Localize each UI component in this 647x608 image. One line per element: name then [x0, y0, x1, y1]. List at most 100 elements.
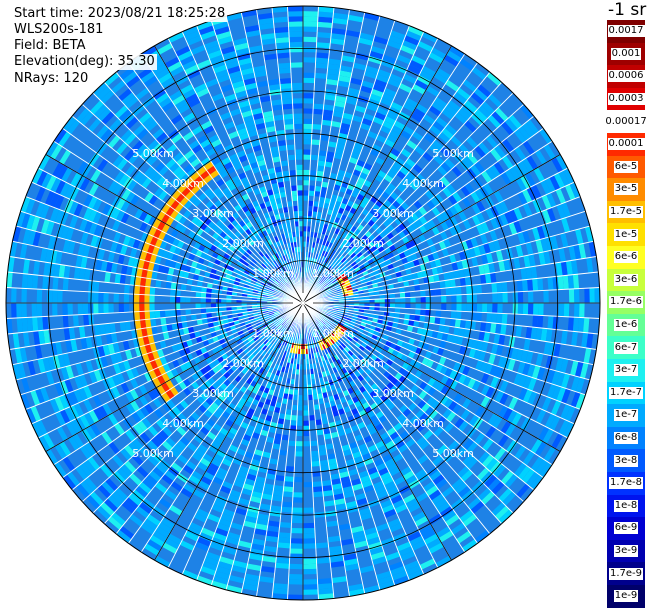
- range-gate: [476, 312, 482, 322]
- range-ring-label: 2.00km: [222, 357, 264, 370]
- range-gate: [303, 180, 309, 185]
- colorbar-tick-label: 6e-7: [614, 342, 639, 354]
- range-gate: [303, 421, 309, 426]
- range-gate: [98, 292, 103, 303]
- range-gate: [294, 124, 303, 129]
- range-gate: [441, 303, 446, 311]
- field-label: Field: BETA: [12, 38, 87, 54]
- range-gate: [283, 491, 293, 497]
- range-gate: [467, 294, 472, 303]
- range-gate: [294, 477, 303, 482]
- range-gate: [313, 104, 324, 110]
- range-gate: [278, 145, 287, 151]
- range-gate: [171, 282, 177, 289]
- center-marker: [293, 293, 313, 313]
- colorbar-tick-label: 6e-9: [614, 522, 639, 534]
- range-gate: [466, 285, 472, 294]
- range-gate: [139, 294, 144, 303]
- range-gate: [528, 303, 533, 315]
- range-gate: [288, 11, 303, 17]
- range-ring-label: 3.00km: [372, 207, 414, 220]
- range-ring-label: 1.00km: [312, 327, 354, 340]
- range-gate: [537, 278, 543, 291]
- range-gate: [532, 278, 538, 291]
- colorbar-swatch: 1.7e-5: [607, 201, 645, 224]
- range-gate: [284, 476, 294, 482]
- range-gate: [405, 303, 410, 309]
- range-gate: [456, 311, 462, 320]
- colorbar-swatch: 3e-5: [607, 178, 645, 201]
- range-gate: [289, 564, 303, 570]
- range-gate: [73, 315, 79, 327]
- colorbar-swatch: 6e-5: [607, 156, 645, 179]
- range-gate: [303, 410, 309, 415]
- range-gate: [291, 185, 297, 191]
- range-gate: [289, 27, 304, 33]
- range-gate: [400, 298, 405, 303]
- range-gate: [282, 171, 289, 177]
- range-gate: [201, 303, 206, 308]
- range-gate: [185, 309, 191, 315]
- range-gate: [451, 295, 456, 303]
- range-gate: [134, 312, 140, 321]
- range-gate: [278, 68, 291, 74]
- range-gate: [420, 290, 426, 297]
- range-gate: [543, 290, 549, 303]
- colorbar-swatch: 3e-6: [607, 269, 645, 292]
- range-gate: [37, 303, 43, 317]
- range-gate: [532, 315, 538, 328]
- range-gate: [297, 196, 303, 201]
- colorbar-swatch: 0.0003: [607, 88, 645, 111]
- colorbar-swatch: 1.7e-6: [607, 291, 645, 314]
- range-ring-label: 3.00km: [192, 387, 234, 400]
- range-gate: [78, 303, 83, 315]
- range-gate: [429, 316, 435, 323]
- range-gate: [316, 429, 323, 435]
- range-gate: [289, 37, 303, 43]
- range-gate: [298, 211, 303, 216]
- range-gate: [435, 310, 441, 318]
- range-gate: [497, 303, 502, 314]
- range-ring-label: 4.00km: [402, 177, 444, 190]
- colorbar-tick-label: 0.0001: [608, 138, 645, 150]
- range-gate: [421, 297, 426, 303]
- range-gate: [303, 533, 315, 539]
- range-gate: [93, 303, 98, 314]
- range-gate: [196, 303, 201, 309]
- range-gate: [11, 303, 17, 318]
- range-gate: [303, 78, 315, 83]
- range-gate: [491, 313, 497, 323]
- range-gate: [289, 32, 303, 37]
- range-gate: [303, 37, 317, 43]
- range-gate: [290, 47, 303, 52]
- colorbar-swatch: 1e-5: [607, 223, 645, 246]
- range-gate: [298, 400, 303, 405]
- range-gate: [288, 21, 303, 27]
- colorbar-tick-label: 6e-5: [614, 161, 639, 173]
- colorbar-tick-label: 3e-5: [614, 183, 639, 195]
- range-gate: [318, 155, 326, 161]
- range-gate: [134, 294, 139, 303]
- range-gate: [523, 303, 528, 315]
- range-gate: [289, 574, 304, 580]
- colorbar-tick-label: 3e-6: [614, 274, 639, 286]
- range-gate: [462, 303, 467, 312]
- range-gate: [288, 6, 304, 12]
- range-gate: [410, 297, 415, 303]
- range-gate: [303, 139, 312, 144]
- range-gate: [303, 528, 315, 533]
- range-gate: [303, 196, 309, 201]
- range-gate: [440, 281, 446, 289]
- range-gate: [564, 303, 570, 317]
- range-gate: [303, 21, 318, 27]
- range-gate: [502, 282, 508, 293]
- range-ring-label: 5.00km: [132, 447, 174, 460]
- range-gate: [315, 63, 328, 69]
- range-gate: [518, 303, 523, 315]
- range-gate: [528, 291, 533, 303]
- range-gate: [290, 420, 297, 426]
- range-gate: [185, 297, 190, 303]
- range-gate: [467, 303, 472, 312]
- range-gate: [441, 296, 446, 304]
- range-gate: [311, 451, 319, 457]
